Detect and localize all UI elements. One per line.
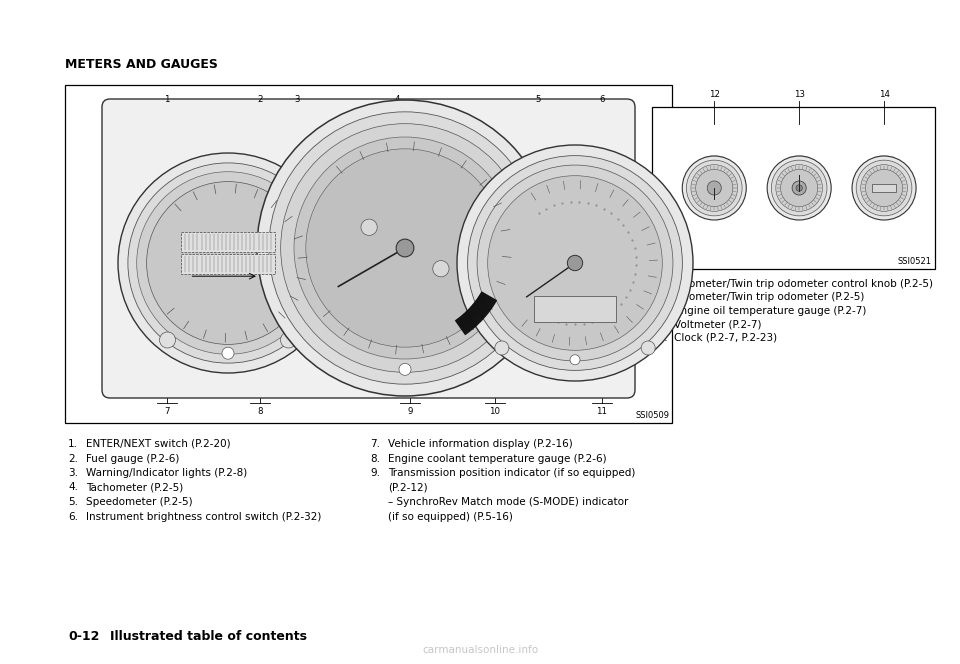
Text: 7.: 7.: [370, 439, 380, 449]
Text: Warning/Indicator lights (P.2-8): Warning/Indicator lights (P.2-8): [86, 468, 248, 478]
Text: 5.: 5.: [68, 497, 78, 507]
Text: 3: 3: [295, 94, 300, 104]
Text: 4.: 4.: [68, 483, 78, 493]
Text: 11.: 11.: [652, 293, 668, 303]
Circle shape: [306, 149, 504, 347]
Text: SSI0509: SSI0509: [635, 411, 669, 420]
Circle shape: [457, 145, 693, 381]
Text: Transmission position indicator (if so equipped): Transmission position indicator (if so e…: [388, 468, 636, 478]
Circle shape: [792, 181, 806, 195]
Text: Tachometer (P.2-5): Tachometer (P.2-5): [86, 483, 183, 493]
Text: 3.: 3.: [68, 468, 78, 478]
Text: 2: 2: [257, 94, 263, 104]
Circle shape: [780, 169, 818, 207]
Circle shape: [280, 124, 529, 373]
Text: Instrument brightness control switch (P.2-32): Instrument brightness control switch (P.…: [86, 511, 322, 521]
Circle shape: [771, 160, 827, 216]
Circle shape: [708, 181, 721, 195]
Text: (if so equipped) (P.5-16): (if so equipped) (P.5-16): [388, 511, 513, 521]
Text: 6.: 6.: [68, 511, 78, 521]
FancyBboxPatch shape: [872, 183, 896, 193]
Text: Voltmeter (P.2-7): Voltmeter (P.2-7): [674, 319, 761, 329]
Circle shape: [776, 165, 823, 211]
Text: 13.: 13.: [652, 319, 668, 329]
Circle shape: [852, 156, 916, 220]
Text: Fuel gauge (P.2-6): Fuel gauge (P.2-6): [86, 454, 180, 463]
Circle shape: [118, 153, 338, 373]
Text: 5: 5: [536, 94, 540, 104]
Circle shape: [696, 169, 732, 207]
Circle shape: [222, 347, 234, 359]
Circle shape: [866, 169, 902, 207]
Text: 12.: 12.: [652, 306, 668, 316]
Text: 7: 7: [164, 406, 170, 416]
Text: 10.: 10.: [652, 279, 668, 289]
Circle shape: [269, 112, 541, 384]
Text: 13: 13: [794, 90, 804, 99]
Circle shape: [686, 160, 742, 216]
FancyBboxPatch shape: [652, 107, 935, 269]
Circle shape: [399, 363, 411, 375]
FancyBboxPatch shape: [534, 296, 616, 322]
Circle shape: [691, 165, 737, 211]
Text: 14: 14: [878, 90, 890, 99]
Circle shape: [861, 165, 907, 211]
Text: 11: 11: [596, 406, 608, 416]
Text: 6: 6: [599, 94, 605, 104]
FancyBboxPatch shape: [181, 254, 275, 274]
Text: (P.2-12): (P.2-12): [388, 483, 427, 493]
Circle shape: [361, 219, 377, 236]
Text: – SynchroRev Match mode (S-MODE) indicator: – SynchroRev Match mode (S-MODE) indicat…: [388, 497, 629, 507]
Circle shape: [796, 185, 803, 191]
Circle shape: [567, 256, 583, 271]
FancyBboxPatch shape: [181, 232, 275, 252]
Text: 9: 9: [407, 406, 413, 416]
Text: 14.: 14.: [652, 333, 668, 343]
FancyBboxPatch shape: [65, 85, 672, 423]
Circle shape: [147, 181, 309, 345]
Circle shape: [856, 160, 912, 216]
Circle shape: [257, 100, 553, 396]
Circle shape: [280, 332, 297, 348]
Circle shape: [128, 163, 328, 363]
Text: 0-12: 0-12: [68, 630, 100, 643]
Circle shape: [136, 172, 320, 355]
Text: Odometer/Twin trip odometer control knob (P.2-5): Odometer/Twin trip odometer control knob…: [674, 279, 933, 289]
Text: Clock (P.2-7, P.2-23): Clock (P.2-7, P.2-23): [674, 333, 778, 343]
Text: 1: 1: [164, 94, 170, 104]
Circle shape: [683, 156, 746, 220]
Text: 2.: 2.: [68, 454, 78, 463]
Circle shape: [396, 239, 414, 257]
Text: 8.: 8.: [370, 454, 380, 463]
Text: 12: 12: [708, 90, 720, 99]
Text: Engine coolant temperature gauge (P.2-6): Engine coolant temperature gauge (P.2-6): [388, 454, 607, 463]
Text: Speedometer (P.2-5): Speedometer (P.2-5): [86, 497, 193, 507]
Text: METERS AND GAUGES: METERS AND GAUGES: [65, 58, 218, 71]
Text: SSI0521: SSI0521: [898, 257, 932, 266]
Circle shape: [294, 137, 516, 359]
Circle shape: [433, 260, 449, 277]
Text: 1.: 1.: [68, 439, 78, 449]
Text: 9.: 9.: [370, 468, 380, 478]
Text: 4: 4: [395, 94, 399, 104]
Text: carmanualsonline.info: carmanualsonline.info: [422, 645, 538, 655]
Text: Engine oil temperature gauge (P.2-7): Engine oil temperature gauge (P.2-7): [674, 306, 866, 316]
Text: ENTER/NEXT switch (P.2-20): ENTER/NEXT switch (P.2-20): [86, 439, 230, 449]
Circle shape: [570, 355, 580, 365]
Text: Vehicle information display (P.2-16): Vehicle information display (P.2-16): [388, 439, 573, 449]
Text: 8: 8: [257, 406, 263, 416]
Circle shape: [159, 332, 176, 348]
Text: Illustrated table of contents: Illustrated table of contents: [110, 630, 307, 643]
Text: Odometer/Twin trip odometer (P.2-5): Odometer/Twin trip odometer (P.2-5): [674, 293, 864, 303]
FancyBboxPatch shape: [102, 99, 635, 398]
Circle shape: [468, 155, 683, 371]
Circle shape: [767, 156, 831, 220]
Circle shape: [494, 341, 509, 355]
Circle shape: [477, 165, 673, 361]
Circle shape: [488, 176, 662, 351]
Text: 10: 10: [490, 406, 500, 416]
Circle shape: [641, 341, 655, 355]
